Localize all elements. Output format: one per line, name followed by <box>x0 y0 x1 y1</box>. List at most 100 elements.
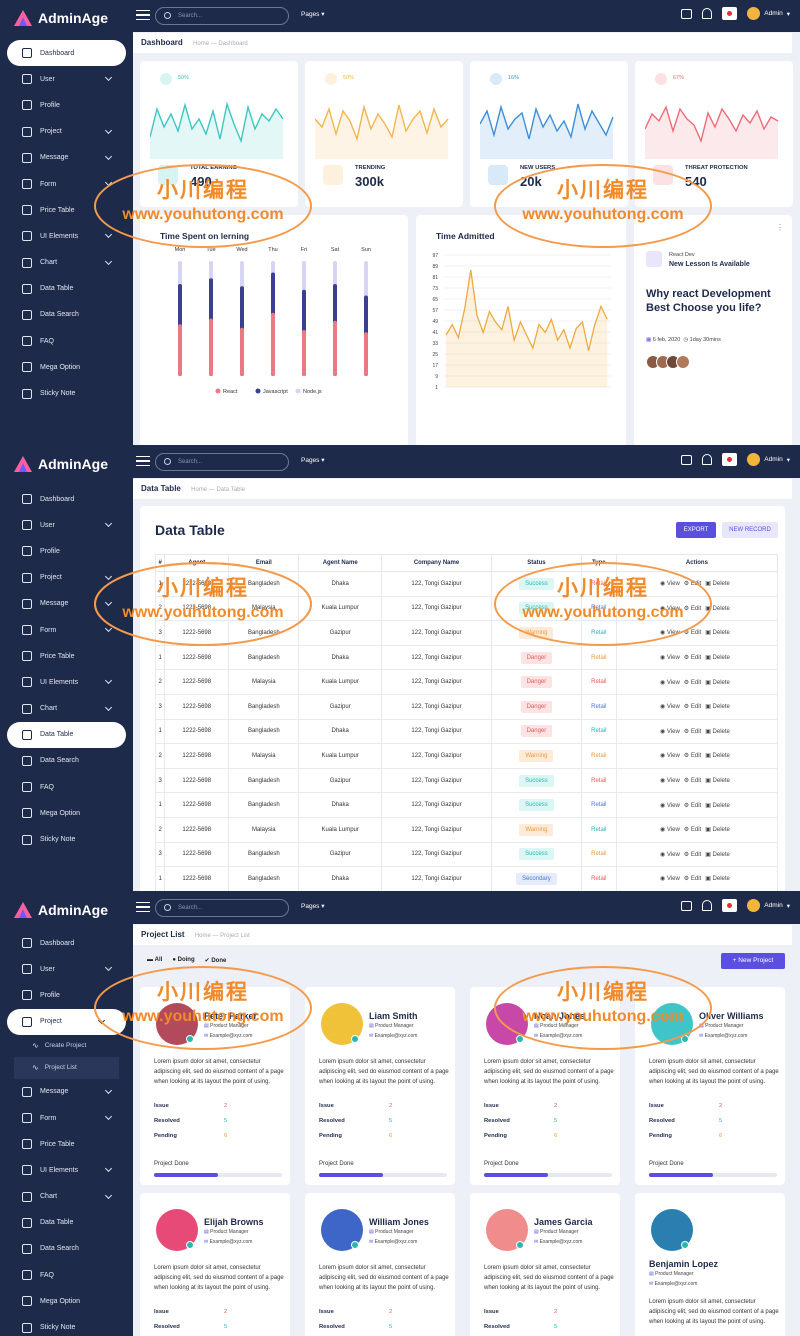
sidebar-item-message[interactable]: Message <box>0 591 133 617</box>
new-project-button[interactable]: + New Project <box>721 953 785 969</box>
sidebar-item-ui-elements[interactable]: UI Elements <box>0 1157 133 1183</box>
sidebar-item-price-table[interactable]: Price Table <box>0 643 133 669</box>
sidebar-item-project[interactable]: Project <box>0 565 133 591</box>
sidebar-item-data-search[interactable]: Data Search <box>0 748 133 774</box>
sidebar-item-user[interactable]: User <box>0 956 133 982</box>
more-icon[interactable]: ⋮ <box>776 223 784 232</box>
view-action[interactable]: ◉ View <box>659 876 680 883</box>
view-action[interactable]: ◉ View <box>659 827 680 834</box>
project-card[interactable]: Liam Smith ▤ Product Manager ✉ Example@xyz… <box>305 987 455 1185</box>
sidebar-item-form[interactable]: Form <box>0 617 133 643</box>
app-logo[interactable]: AdminAge <box>14 899 108 921</box>
pages-dropdown[interactable]: Pages ▾ <box>301 11 325 18</box>
column-header[interactable]: Company Name <box>380 554 493 572</box>
sidebar-item-data-search[interactable]: Data Search <box>0 302 133 328</box>
search-input[interactable]: Search... <box>155 7 289 25</box>
sidebar-item-profile[interactable]: Profile <box>0 982 133 1008</box>
sidebar-item-form[interactable]: Form <box>0 171 133 197</box>
edit-action[interactable]: ⚙ Edit <box>683 827 702 834</box>
breadcrumb-home[interactable]: Home <box>193 41 210 47</box>
sidebar-item-mega-option[interactable]: Mega Option <box>0 800 133 826</box>
delete-action[interactable]: ▣ Delete <box>705 802 730 809</box>
delete-action[interactable]: ▣ Delete <box>705 630 730 637</box>
delete-action[interactable]: ▣ Delete <box>705 876 730 883</box>
new-record-button[interactable]: NEW RECORD <box>722 522 778 538</box>
edit-action[interactable]: ⚙ Edit <box>683 802 702 809</box>
sidebar-subitem-create-project[interactable]: ∿ Create Project <box>32 1041 87 1051</box>
flag-icon[interactable] <box>722 899 738 912</box>
project-owner-name[interactable]: Oliver Williams <box>699 1011 764 1021</box>
edit-action[interactable]: ⚙ Edit <box>683 704 702 711</box>
menu-icon[interactable] <box>136 902 150 912</box>
sidebar-item-price-table[interactable]: Price Table <box>0 1131 133 1157</box>
project-card[interactable]: Benjamin Lopez ▤ Product Manager ✉ Example… <box>635 1193 785 1336</box>
sidebar-item-data-table[interactable]: Data Table <box>0 276 133 302</box>
bell-icon[interactable] <box>702 454 713 465</box>
message-icon[interactable] <box>681 900 693 911</box>
sidebar-item-ui-elements[interactable]: UI Elements <box>0 669 133 695</box>
view-action[interactable]: ◉ View <box>659 851 680 858</box>
sidebar-item-user[interactable]: User <box>0 512 133 538</box>
sidebar-item-user[interactable]: User <box>0 66 133 92</box>
sidebar-item-faq[interactable]: FAQ <box>0 328 133 354</box>
sidebar-item-price-table[interactable]: Price Table <box>0 197 133 223</box>
edit-action[interactable]: ⚙ Edit <box>683 679 702 686</box>
sidebar-item-profile[interactable]: Profile <box>0 92 133 118</box>
sidebar-item-data-table[interactable]: Data Table <box>0 1210 133 1236</box>
delete-action[interactable]: ▣ Delete <box>705 679 730 686</box>
sidebar-item-sticky-note[interactable]: Sticky Note <box>0 380 133 406</box>
view-action[interactable]: ◉ View <box>659 704 680 711</box>
delete-action[interactable]: ▣ Delete <box>705 581 730 588</box>
sidebar-item-data-table[interactable]: Data Table <box>7 721 126 748</box>
edit-action[interactable]: ⚙ Edit <box>683 876 702 883</box>
sidebar-item-sticky-note[interactable]: Sticky Note <box>0 1314 133 1336</box>
project-owner-name[interactable]: James Garcia <box>534 1217 593 1227</box>
project-card[interactable]: Elijah Browns ▤ Product Manager ✉ Example@… <box>140 1193 290 1336</box>
menu-icon[interactable] <box>136 456 150 466</box>
bell-icon[interactable] <box>702 900 713 911</box>
view-action[interactable]: ◉ View <box>659 778 680 785</box>
sidebar-item-mega-option[interactable]: Mega Option <box>0 354 133 380</box>
breadcrumb-home[interactable]: Home <box>191 487 208 493</box>
edit-action[interactable]: ⚙ Edit <box>683 728 702 735</box>
bell-icon[interactable] <box>702 8 713 19</box>
sidebar-item-message[interactable]: Message <box>0 1079 133 1105</box>
menu-icon[interactable] <box>136 10 150 20</box>
delete-action[interactable]: ▣ Delete <box>705 851 730 858</box>
delete-action[interactable]: ▣ Delete <box>705 728 730 735</box>
message-icon[interactable] <box>681 8 693 19</box>
view-action[interactable]: ◉ View <box>659 679 680 686</box>
sidebar-item-dashboard[interactable]: Dashboard <box>0 930 133 956</box>
flag-icon[interactable] <box>722 7 738 20</box>
search-input[interactable]: Search... <box>155 453 289 471</box>
sidebar-item-form[interactable]: Form <box>0 1105 133 1131</box>
delete-action[interactable]: ▣ Delete <box>705 655 730 662</box>
filter-doing[interactable]: ● Doing <box>172 957 195 963</box>
admin-menu[interactable]: Admin ▾ <box>747 453 790 466</box>
message-icon[interactable] <box>681 454 693 465</box>
sidebar-item-faq[interactable]: FAQ <box>0 774 133 800</box>
column-header[interactable]: Agent Name <box>298 554 382 572</box>
app-logo[interactable]: AdminAge <box>14 7 108 29</box>
delete-action[interactable]: ▣ Delete <box>705 827 730 834</box>
sidebar-item-faq[interactable]: FAQ <box>0 1262 133 1288</box>
project-owner-name[interactable]: Benjamin Lopez <box>649 1259 719 1269</box>
edit-action[interactable]: ⚙ Edit <box>683 655 702 662</box>
admin-menu[interactable]: Admin ▾ <box>747 7 790 20</box>
pages-dropdown[interactable]: Pages ▾ <box>301 903 325 910</box>
admin-menu[interactable]: Admin ▾ <box>747 899 790 912</box>
flag-icon[interactable] <box>722 453 738 466</box>
sidebar-item-chart[interactable]: Chart <box>0 696 133 722</box>
view-action[interactable]: ◉ View <box>659 655 680 662</box>
sidebar-item-dashboard[interactable]: Dashboard <box>7 40 126 67</box>
project-card[interactable]: James Garcia ▤ Product Manager ✉ Example@x… <box>470 1193 620 1336</box>
export-button[interactable]: EXPORT <box>676 522 716 538</box>
view-action[interactable]: ◉ View <box>659 753 680 760</box>
delete-action[interactable]: ▣ Delete <box>705 704 730 711</box>
project-card[interactable]: William Jones ▤ Product Manager ✉ Example@… <box>305 1193 455 1336</box>
search-input[interactable]: Search... <box>155 899 289 917</box>
filter-all[interactable]: ▬ All <box>147 957 163 963</box>
sidebar-item-message[interactable]: Message <box>0 145 133 171</box>
filter-done[interactable]: ✔ Done <box>204 958 227 964</box>
sidebar-item-sticky-note[interactable]: Sticky Note <box>0 826 133 852</box>
